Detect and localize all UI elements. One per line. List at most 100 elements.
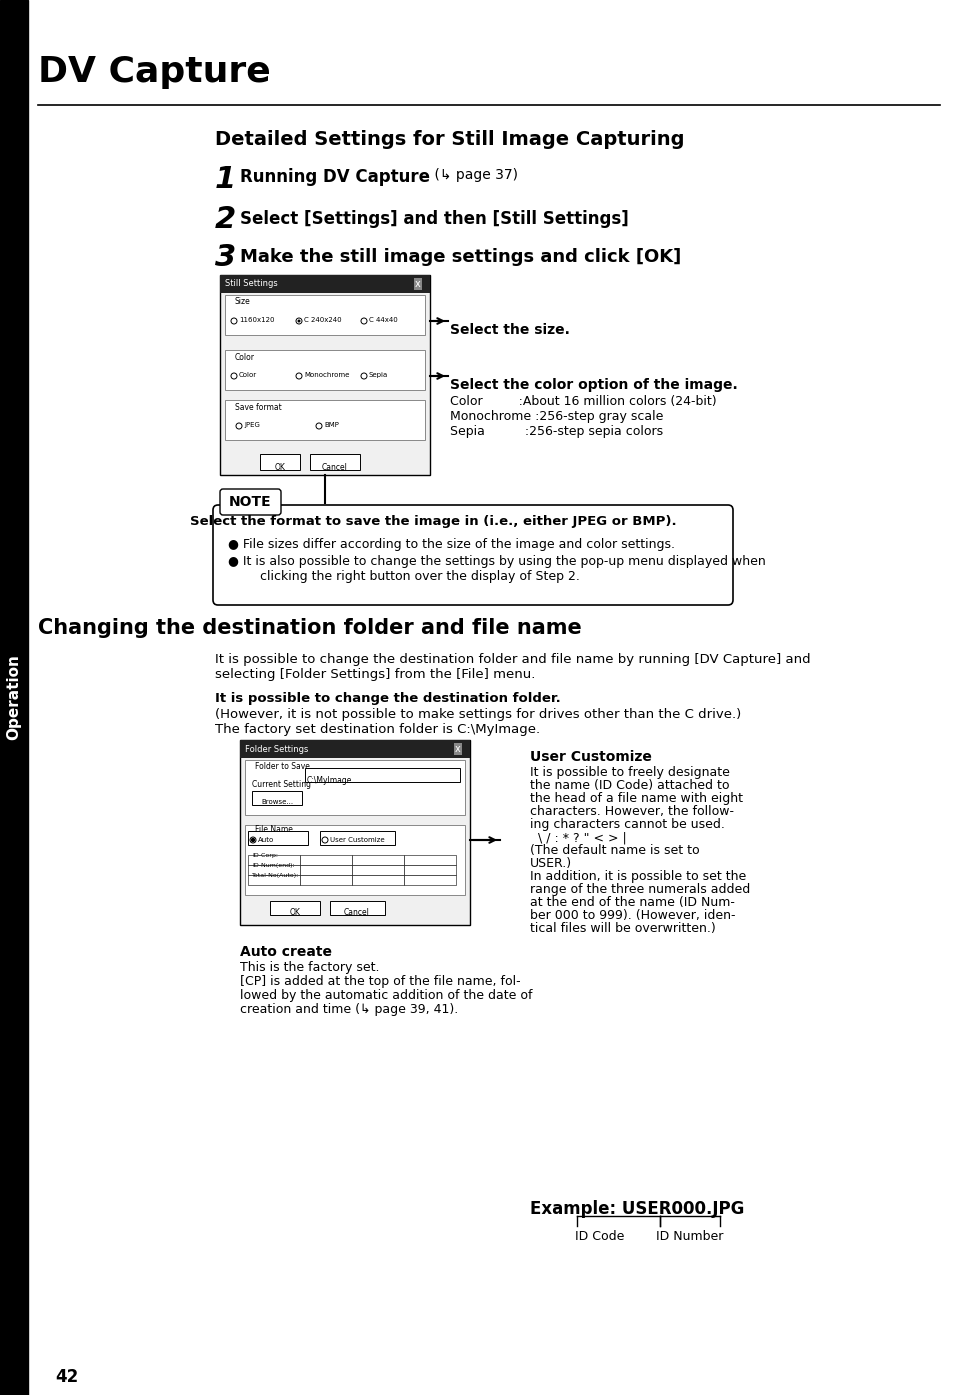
Bar [305, 769, 459, 783]
Text: NOTE: NOTE [229, 495, 271, 509]
Bar [0, 0, 28, 1395]
Text: [CP] is added at the top of the file name, fol-: [CP] is added at the top of the file nam… [240, 975, 520, 988]
Text: 3: 3 [214, 243, 236, 272]
Text: 1160x120: 1160x120 [239, 317, 274, 324]
Text: Color         :About 16 million colors (24-bit): Color :About 16 million colors (24-bit) [450, 395, 716, 407]
Text: Save format: Save format [234, 403, 281, 412]
Bar [245, 824, 464, 896]
Text: Auto: Auto [257, 837, 274, 843]
Text: Total-No(Auto):: Total-No(Auto): [252, 873, 299, 877]
Bar [299, 855, 352, 865]
Bar [248, 855, 299, 865]
Text: ing characters cannot be used.: ing characters cannot be used. [530, 817, 724, 831]
Text: OK: OK [274, 463, 285, 472]
Bar [352, 855, 403, 865]
Bar [270, 901, 319, 915]
Text: It is possible to freely designate: It is possible to freely designate [530, 766, 729, 778]
Text: Sepia: Sepia [369, 372, 388, 378]
Bar [225, 400, 424, 439]
Text: Monochrome :256-step gray scale: Monochrome :256-step gray scale [450, 410, 662, 423]
Text: Select [Settings] and then [Still Settings]: Select [Settings] and then [Still Settin… [240, 211, 628, 227]
Text: C 240x240: C 240x240 [304, 317, 341, 324]
Bar [245, 760, 464, 815]
Bar [260, 453, 299, 470]
Text: selecting [Folder Settings] from the [File] menu.: selecting [Folder Settings] from the [Fi… [214, 668, 535, 681]
Text: clicking the right button over the display of Step 2.: clicking the right button over the displ… [228, 571, 579, 583]
Text: \ / : * ? " < > |: \ / : * ? " < > | [530, 831, 626, 844]
Text: ber 000 to 999). (However, iden-: ber 000 to 999). (However, iden- [530, 910, 735, 922]
Text: ID-Num(end):: ID-Num(end): [252, 864, 294, 868]
Text: User Customize: User Customize [530, 751, 651, 764]
Text: Operation: Operation [7, 654, 22, 741]
Text: Cancel: Cancel [344, 908, 370, 917]
Bar [319, 831, 395, 845]
Text: tical files will be overwritten.): tical files will be overwritten.) [530, 922, 715, 935]
Bar [352, 875, 403, 884]
Text: It is possible to change the destination folder and file name by running [DV Cap: It is possible to change the destination… [214, 653, 810, 665]
Text: Running DV Capture: Running DV Capture [240, 167, 430, 186]
Text: lowed by the automatic addition of the date of: lowed by the automatic addition of the d… [240, 989, 532, 1002]
Text: (However, it is not possible to make settings for drives other than the C drive.: (However, it is not possible to make set… [214, 709, 740, 721]
Text: ID Number: ID Number [656, 1230, 723, 1243]
Text: Auto create: Auto create [240, 944, 332, 958]
Text: Cancel: Cancel [322, 463, 348, 472]
Text: Current Setting: Current Setting [252, 780, 311, 790]
Text: Select the format to save the image in (i.e., either JPEG or BMP).: Select the format to save the image in (… [190, 515, 676, 527]
Text: Detailed Settings for Still Image Capturing: Detailed Settings for Still Image Captur… [214, 130, 684, 149]
Text: the name (ID Code) attached to: the name (ID Code) attached to [530, 778, 729, 792]
Bar [403, 865, 456, 875]
Text: ● It is also possible to change the settings by using the pop-up menu displayed : ● It is also possible to change the sett… [228, 555, 765, 568]
Text: File Name: File Name [254, 824, 293, 834]
Text: Changing the destination folder and file name: Changing the destination folder and file… [38, 618, 581, 638]
Text: ID-Corp:: ID-Corp: [252, 852, 277, 858]
Text: OK: OK [290, 908, 300, 917]
FancyBboxPatch shape [220, 490, 281, 515]
Text: C 44x40: C 44x40 [369, 317, 397, 324]
Bar [352, 865, 403, 875]
FancyBboxPatch shape [213, 505, 732, 605]
Bar [310, 453, 359, 470]
Text: The factory set destination folder is C:\MyImage.: The factory set destination folder is C:… [214, 723, 539, 737]
Bar [220, 275, 430, 476]
Text: 42: 42 [55, 1368, 78, 1387]
Text: User Customize: User Customize [330, 837, 384, 843]
Bar [403, 875, 456, 884]
Bar [220, 275, 430, 293]
Circle shape [297, 319, 300, 322]
Text: range of the three numerals added: range of the three numerals added [530, 883, 749, 896]
Bar [225, 294, 424, 335]
Text: Sepia          :256-step sepia colors: Sepia :256-step sepia colors [450, 425, 662, 438]
Text: ID Code: ID Code [575, 1230, 624, 1243]
Text: It is possible to change the destination folder.: It is possible to change the destination… [214, 692, 560, 704]
Text: (↳ page 37): (↳ page 37) [430, 167, 517, 181]
Text: Select the size.: Select the size. [450, 324, 569, 338]
Text: ● File sizes differ according to the size of the image and color settings.: ● File sizes differ according to the siz… [228, 538, 675, 551]
Bar [248, 831, 308, 845]
Bar [240, 739, 470, 925]
Text: Make the still image settings and click [OK]: Make the still image settings and click … [240, 248, 680, 266]
Text: Folder Settings: Folder Settings [245, 745, 308, 753]
Text: 2: 2 [214, 205, 236, 234]
Text: C:\MyImage: C:\MyImage [307, 776, 352, 785]
Text: x: x [455, 744, 460, 755]
Bar [240, 739, 470, 757]
Bar [248, 875, 299, 884]
Text: This is the factory set.: This is the factory set. [240, 961, 379, 974]
Text: DV Capture: DV Capture [38, 54, 271, 89]
Bar [225, 350, 424, 391]
Text: Color: Color [239, 372, 257, 378]
Circle shape [252, 838, 254, 841]
Bar [252, 791, 302, 805]
Text: at the end of the name (ID Num-: at the end of the name (ID Num- [530, 896, 734, 910]
Bar [330, 901, 385, 915]
Text: characters. However, the follow-: characters. However, the follow- [530, 805, 733, 817]
Text: USER.): USER.) [530, 857, 572, 870]
Text: creation and time (↳ page 39, 41).: creation and time (↳ page 39, 41). [240, 1003, 457, 1016]
Text: Monochrome: Monochrome [304, 372, 349, 378]
Text: 1: 1 [214, 165, 236, 194]
Bar [248, 865, 299, 875]
Text: Color: Color [234, 353, 254, 361]
Text: Still Settings: Still Settings [225, 279, 277, 289]
Text: the head of a file name with eight: the head of a file name with eight [530, 792, 742, 805]
Text: Select the color option of the image.: Select the color option of the image. [450, 378, 737, 392]
